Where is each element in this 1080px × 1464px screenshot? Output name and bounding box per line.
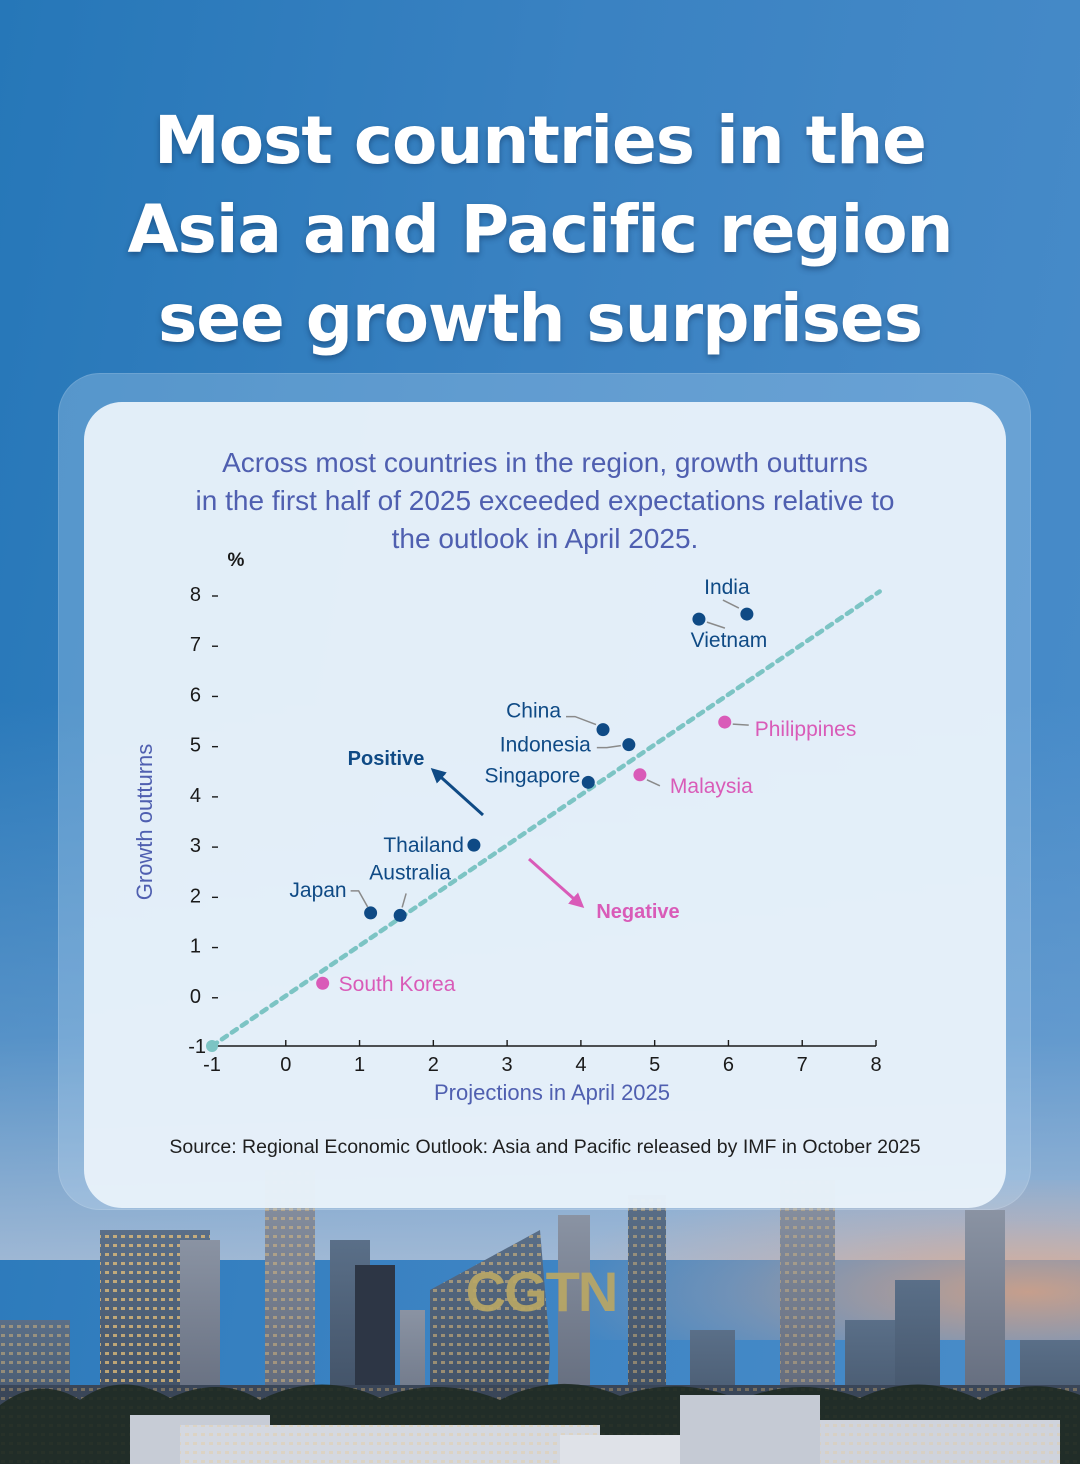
data-point-malaysia <box>633 768 647 782</box>
reference-line <box>209 589 882 1049</box>
y-tick-label: 7 <box>190 634 201 656</box>
point-label-thailand: Thailand <box>383 834 464 857</box>
title-line-1: Most countries in the <box>154 102 927 179</box>
leader-line <box>732 723 749 726</box>
positive-arrow-icon <box>430 767 485 817</box>
leader-line <box>401 893 407 908</box>
title-line-3: see growth surprises <box>158 280 923 357</box>
scatter-chart: -1 0 1 2 3 4 5 6 7 8 -1 0 1 2 3 4 5 6 7 8% Projections in Ap… <box>132 550 882 1105</box>
subtitle-line-3: the outlook in April 2025. <box>391 523 699 554</box>
negative-arrow-icon <box>528 857 585 908</box>
point-label-vietnam: Vietnam <box>691 629 768 652</box>
reference-line-origin-dot <box>206 1040 218 1052</box>
title-line-2: Asia and Pacific region <box>127 191 953 268</box>
x-tick-label: 5 <box>649 1054 660 1076</box>
chart-card: Across most countries in the region, gro… <box>84 402 1006 1208</box>
leader-line <box>706 621 726 629</box>
x-tick-label: 6 <box>723 1054 734 1076</box>
point-label-south-korea: South Korea <box>339 973 456 996</box>
y-tick-label: 8 <box>190 584 201 606</box>
y-tick-label: 2 <box>190 885 201 907</box>
leader-line <box>722 599 740 609</box>
leader-line <box>350 890 369 908</box>
y-unit-label: % <box>228 550 245 571</box>
chart-subtitle: Across most countries in the region, gro… <box>84 444 1006 558</box>
subtitle-line-2: in the first half of 2025 exceeded expec… <box>195 485 895 516</box>
x-tick-label: -1 <box>203 1054 221 1076</box>
y-tick-label: -1 <box>188 1036 206 1058</box>
x-tick-label: 1 <box>354 1054 365 1076</box>
point-label-singapore: Singapore <box>485 764 581 787</box>
data-point-india <box>740 607 754 621</box>
point-label-china: China <box>506 700 561 723</box>
y-tick-label: 6 <box>190 684 201 706</box>
y-tick-label: 0 <box>190 986 201 1008</box>
y-tick-label: 4 <box>190 785 201 807</box>
positive-annotation: Positive <box>348 748 425 770</box>
data-point-vietnam <box>692 612 706 626</box>
x-tick-label: 8 <box>870 1054 881 1076</box>
subtitle-line-1: Across most countries in the region, gro… <box>222 447 868 478</box>
data-point-japan <box>364 906 378 920</box>
y-axis-title: Growth outturns <box>132 744 157 901</box>
point-label-indonesia: Indonesia <box>500 734 591 757</box>
leader-line <box>646 779 661 787</box>
leader-line <box>566 715 597 726</box>
y-tick-label: 5 <box>190 735 201 757</box>
source-note: Source: Regional Economic Outlook: Asia … <box>169 1136 921 1158</box>
y-tick-label: 3 <box>190 835 201 857</box>
y-tick-label: 1 <box>190 936 201 958</box>
data-point-china <box>596 723 610 737</box>
page-title: Most countries in the Asia and Pacific r… <box>0 96 1080 363</box>
data-point-philippines <box>718 715 732 729</box>
negative-annotation: Negative <box>596 901 679 923</box>
x-tick-label: 7 <box>797 1054 808 1076</box>
x-axis-title: Projections in April 2025 <box>434 1080 670 1105</box>
point-label-japan: Japan <box>289 879 346 902</box>
x-tick-label: 2 <box>428 1054 439 1076</box>
data-point-australia <box>393 908 407 922</box>
data-point-south-korea <box>316 976 330 990</box>
x-tick-label: 4 <box>575 1054 586 1076</box>
point-label-malaysia: Malaysia <box>670 775 753 798</box>
point-label-philippines: Philippines <box>755 718 857 741</box>
x-tick-label: 0 <box>280 1054 291 1076</box>
city-skyline <box>0 1170 1080 1464</box>
leader-line <box>596 744 621 749</box>
cgtn-logo: CGTN <box>465 1260 619 1323</box>
data-point-thailand <box>467 838 481 852</box>
x-tick-label: 3 <box>502 1054 513 1076</box>
point-label-australia: Australia <box>369 861 451 884</box>
point-label-india: India <box>704 576 750 599</box>
data-point-singapore <box>581 775 595 789</box>
data-point-indonesia <box>622 738 636 752</box>
